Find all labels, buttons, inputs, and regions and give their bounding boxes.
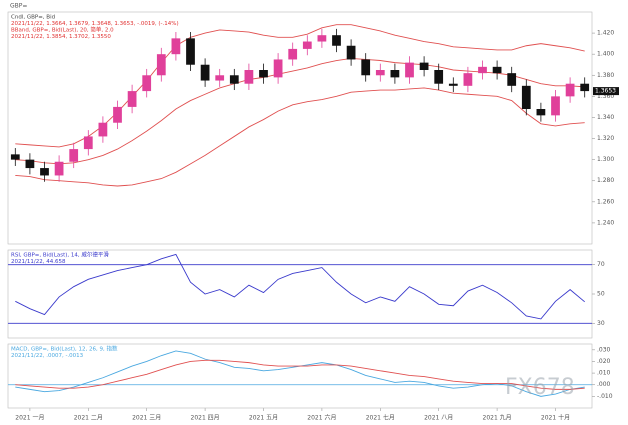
- y-tick-label: 1.260: [597, 198, 614, 205]
- legend-text: Cndl, GBP=, Bid: [11, 15, 55, 21]
- x-tick-label: 2021 四月: [191, 415, 220, 422]
- x-tick-label: 2021 二月: [74, 415, 103, 422]
- candle-body: [200, 64, 210, 81]
- candle-body: [215, 75, 225, 81]
- bollinger-upper: [15, 24, 585, 148]
- y-tick-label: 1.300: [597, 156, 614, 163]
- x-tick-label: 2021 六月: [307, 414, 336, 422]
- legend-text: 2021/11/22, 1.3664, 1.3679, 1.3648, 1.36…: [11, 21, 179, 27]
- bollinger-middle: [15, 57, 585, 165]
- candle-body: [390, 70, 400, 78]
- y-tick-label: 1.320: [597, 135, 614, 142]
- candle-body: [244, 70, 254, 84]
- candle-body: [448, 83, 458, 86]
- candle-body: [259, 70, 268, 78]
- candle-body: [565, 83, 575, 97]
- candle-body: [171, 38, 181, 55]
- candle-body: [113, 106, 122, 123]
- y-tick-label: 70: [597, 261, 605, 268]
- candle-body: [463, 73, 473, 86]
- candle-body: [332, 35, 341, 46]
- last-price-label: 1.3653: [595, 88, 616, 95]
- candle-body: [317, 35, 327, 42]
- y-tick-label: 1.400: [597, 51, 614, 58]
- candle-body: [98, 122, 108, 137]
- x-tick-label: 2021 七月: [366, 414, 395, 422]
- y-tick-label: 30: [597, 320, 605, 327]
- candle-body: [580, 83, 590, 92]
- watermark: FX678: [505, 375, 575, 400]
- panel-frame: [7, 343, 593, 409]
- y-tick-label: .000: [597, 381, 611, 388]
- candle-body: [361, 59, 371, 76]
- x-tick-label: 2021 三月: [132, 415, 161, 422]
- candle-body: [186, 38, 195, 65]
- legend-text: 2021/11/22, 1.3854, 1.3702, 1.3550: [11, 34, 111, 40]
- candle-body: [25, 159, 35, 169]
- candle-body: [478, 66, 487, 74]
- y-tick-label: 50: [597, 291, 605, 298]
- y-tick-label: .010: [597, 370, 611, 377]
- y-tick-label: -.010: [597, 393, 613, 400]
- y-tick-label: 1.380: [597, 72, 614, 79]
- candle-body: [375, 70, 385, 76]
- candle-body: [492, 66, 502, 74]
- series-line: [15, 253, 585, 320]
- candle-body: [419, 62, 429, 70]
- candle-body: [83, 136, 93, 150]
- legend-text: RSI, GBP=, Bid(Last), 14, 威尔德平滑: [11, 251, 109, 259]
- header: GBP=: [10, 3, 27, 10]
- candle-body: [551, 96, 560, 116]
- bollinger-lower: [15, 87, 585, 187]
- panel-frame: [7, 11, 593, 245]
- candle-body: [273, 59, 283, 78]
- candle-body: [288, 48, 298, 60]
- y-tick-label: 1.280: [597, 177, 614, 184]
- candle-body: [142, 75, 152, 92]
- y-tick-label: 1.420: [597, 30, 614, 37]
- y-tick-label: .030: [597, 346, 611, 353]
- candle-body: [521, 85, 531, 110]
- x-tick-label: 2021 十月: [541, 414, 570, 422]
- candle-body: [69, 149, 79, 162]
- candle-body: [40, 168, 49, 176]
- legend-text: BBand, GBP=, Bid(Last), 20, 简单, 2.0: [11, 26, 114, 34]
- x-tick-label: 2021 九月: [483, 414, 512, 422]
- candle-body: [10, 154, 20, 160]
- last-price-box: [593, 87, 619, 96]
- legend-text: 2021/11/22, .0007, -.0013: [11, 353, 84, 359]
- y-tick-label: 1.360: [597, 93, 614, 100]
- x-tick-label: 2021 五月: [249, 415, 278, 422]
- candle-body: [346, 45, 356, 60]
- candle-body: [405, 62, 414, 78]
- candle-body: [229, 75, 239, 84]
- candle-body: [536, 109, 546, 116]
- y-tick-label: .020: [597, 358, 611, 365]
- x-tick-label: 2021 八月: [424, 415, 453, 422]
- candle-body: [156, 54, 166, 76]
- candle-body: [127, 91, 137, 107]
- legend-text: 2021/11/22, 44.658: [11, 259, 66, 265]
- y-tick-label: 1.340: [597, 114, 614, 121]
- candle-body: [302, 41, 312, 49]
- candle-body: [54, 161, 64, 176]
- candle-body: [507, 73, 517, 86]
- legend-text: MACD, GBP=, Bid(Last), 12, 26, 9, 指数: [11, 345, 118, 353]
- series-line: [15, 359, 585, 390]
- x-tick-label: 2021 一月: [15, 415, 44, 422]
- y-tick-label: 1.240: [597, 219, 614, 226]
- candle-body: [434, 70, 444, 84]
